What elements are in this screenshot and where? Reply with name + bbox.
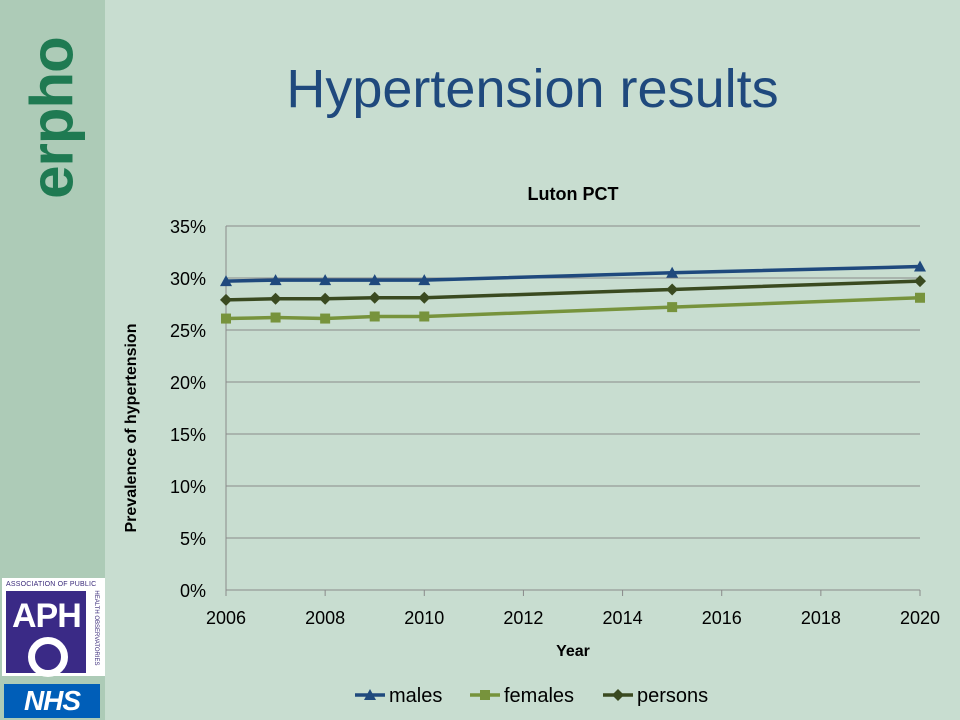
x-tick-label: 2016 — [702, 608, 742, 628]
data-point-persons — [319, 292, 332, 305]
data-point-males — [368, 274, 381, 286]
x-tick-label: 2014 — [603, 608, 643, 628]
chart-title: Luton PCT — [528, 184, 619, 204]
legend-marker-males — [364, 689, 376, 700]
legend-marker-persons — [612, 689, 624, 701]
y-axis-title: Prevalence of hypertension — [123, 324, 140, 533]
data-point-females — [369, 311, 380, 322]
x-tick-label: 2020 — [900, 608, 940, 628]
nhs-logo: NHS — [4, 684, 100, 718]
y-tick-label: 0% — [180, 581, 206, 601]
aph-mark: APH — [6, 591, 86, 677]
data-point-males — [220, 275, 232, 287]
x-axis-title: Year — [556, 643, 590, 660]
data-point-males — [666, 266, 679, 278]
x-tick-label: 2012 — [503, 608, 543, 628]
data-point-persons — [220, 293, 232, 306]
legend-label-persons: persons — [637, 685, 708, 707]
x-tick-label: 2010 — [404, 608, 444, 628]
y-tick-label: 5% — [180, 529, 206, 549]
x-tick-label: 2018 — [801, 608, 841, 628]
data-point-persons — [368, 291, 381, 304]
x-tick-label: 2008 — [305, 608, 345, 628]
data-point-females — [915, 292, 925, 303]
y-tick-label: 15% — [170, 425, 206, 445]
slide-title: Hypertension results — [286, 59, 779, 119]
aph-logo: ASSOCIATION OF PUBLIC APH HEALTH OBSERVA… — [2, 578, 105, 677]
data-point-females — [270, 312, 281, 323]
y-tick-label: 25% — [170, 321, 206, 341]
y-tick-label: 10% — [170, 477, 206, 497]
legend-marker-females — [480, 690, 490, 700]
legend-label-females: females — [504, 685, 574, 707]
data-point-males — [319, 274, 332, 286]
data-point-males — [914, 260, 926, 272]
series-line-males — [225, 264, 921, 283]
data-point-persons — [666, 283, 679, 296]
aph-ring-icon — [28, 637, 68, 677]
data-point-persons — [418, 291, 431, 304]
y-tick-label: 30% — [170, 269, 206, 289]
aph-caption-side: HEALTH OBSERVATORIES — [93, 590, 99, 666]
data-point-females — [667, 302, 678, 313]
data-point-males — [269, 274, 282, 286]
data-point-persons — [269, 292, 282, 305]
data-point-females — [221, 313, 231, 324]
data-point-females — [320, 313, 331, 324]
data-point-females — [419, 311, 430, 322]
aph-caption-top: ASSOCIATION OF PUBLIC — [6, 581, 97, 588]
aph-letters: APH — [12, 597, 82, 635]
x-tick-label: 2006 — [206, 608, 246, 628]
legend-label-males: males — [389, 685, 442, 707]
y-tick-label: 35% — [170, 217, 206, 237]
y-tick-label: 20% — [170, 373, 206, 393]
data-point-males — [418, 274, 431, 286]
data-point-persons — [914, 275, 926, 288]
